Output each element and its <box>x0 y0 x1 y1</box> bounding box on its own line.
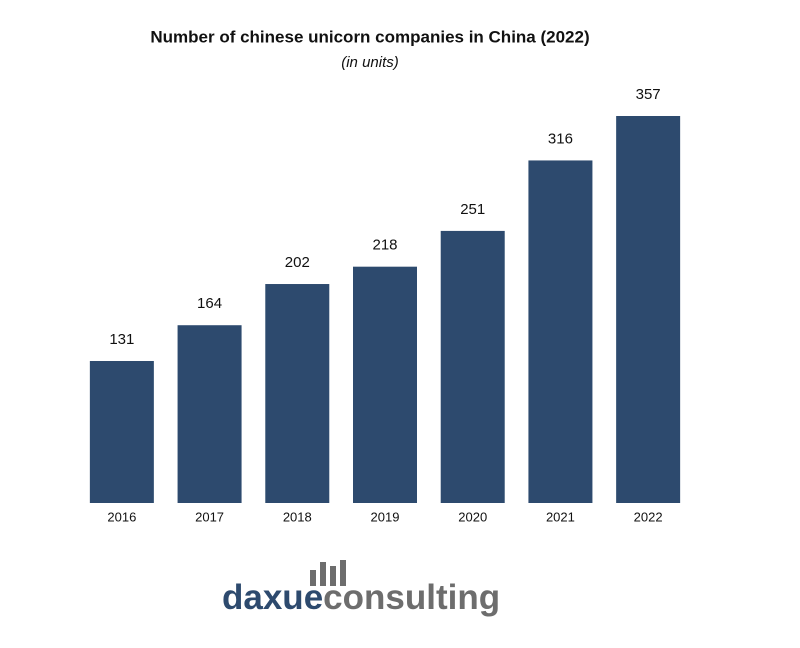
bar <box>177 325 242 503</box>
bar <box>616 116 681 503</box>
logo-icon <box>310 570 316 586</box>
logo-icon <box>330 566 336 586</box>
value-label: 164 <box>197 295 222 312</box>
value-label: 357 <box>636 86 661 103</box>
value-label: 218 <box>372 237 397 254</box>
bar <box>265 284 330 503</box>
value-label: 202 <box>285 254 310 271</box>
logo-part: consulting <box>323 578 500 617</box>
x-tick-label: 2022 <box>634 509 663 524</box>
logo-part: daxue <box>222 578 323 617</box>
value-label: 316 <box>548 130 573 147</box>
x-tick-label: 2016 <box>107 509 136 524</box>
x-tick-label: 2017 <box>195 509 224 524</box>
x-tick-label: 2019 <box>371 509 400 524</box>
logo-text: daxueconsulting <box>222 578 500 617</box>
bar <box>528 160 593 503</box>
x-tick-label: 2021 <box>546 509 575 524</box>
x-tick-label: 2020 <box>458 509 487 524</box>
bar <box>440 230 505 503</box>
logo-icon <box>320 562 326 586</box>
x-tick-label: 2018 <box>283 509 312 524</box>
chart-subtitle: (in units) <box>341 54 399 71</box>
bar <box>89 360 154 503</box>
value-label: 131 <box>109 331 134 348</box>
value-label: 251 <box>460 201 485 218</box>
logo: daxueconsulting <box>222 560 500 617</box>
bar <box>353 266 417 503</box>
logo-icon <box>340 560 346 586</box>
chart-title: Number of chinese unicorn companies in C… <box>150 27 589 46</box>
